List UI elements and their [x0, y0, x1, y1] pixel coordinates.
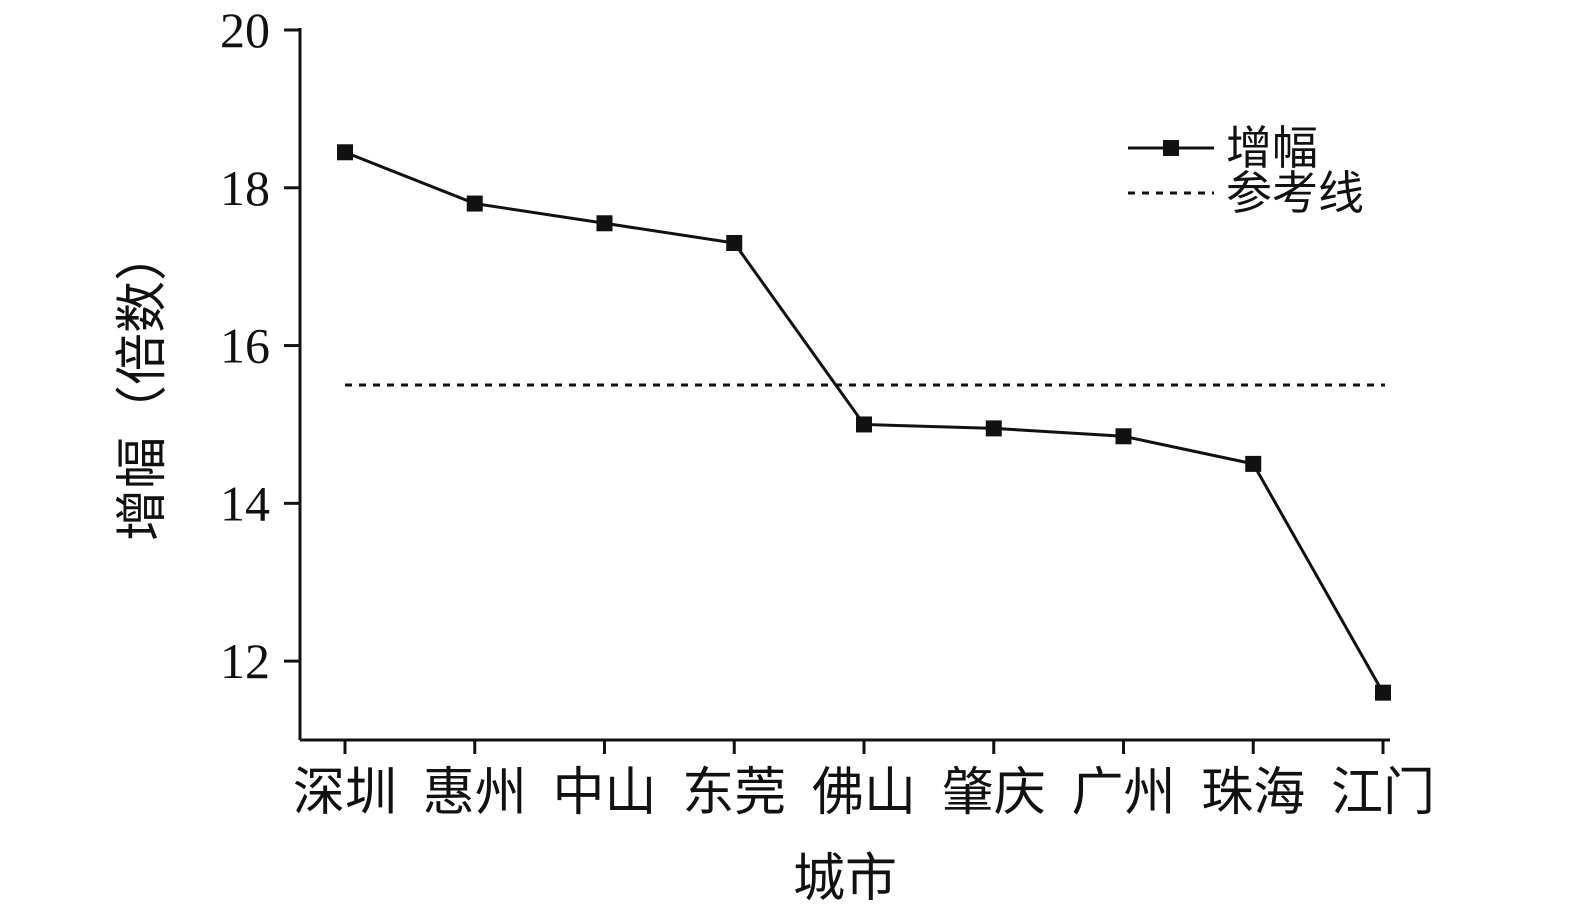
x-tick-label: 中山: [552, 765, 656, 822]
series-line: [337, 144, 1391, 701]
x-tick-label: 深圳: [293, 765, 397, 822]
y-tick-label: 16: [220, 318, 270, 374]
data-point-marker: [337, 144, 353, 161]
x-tick-label: 惠州: [423, 765, 527, 822]
x-axis-title: 城市: [793, 851, 897, 908]
data-point-marker: [596, 215, 613, 232]
x-tick-label: 东莞: [682, 765, 786, 822]
x-tick-label: 珠海: [1201, 765, 1305, 822]
data-point-marker: [1245, 455, 1262, 472]
legend-series-swatch-marker: [1163, 140, 1179, 156]
x-tick-label: 肇庆: [942, 765, 1046, 822]
y-axis-title: 增幅（倍数）: [115, 229, 172, 541]
y-tick-label: 12: [220, 633, 270, 689]
x-tick-label: 广州: [1071, 765, 1175, 822]
legend-label-reference: 参考线: [1226, 168, 1364, 219]
data-point-marker: [1115, 428, 1132, 445]
legend-label-series: 增幅: [1226, 123, 1318, 174]
y-tick-label: 14: [220, 475, 270, 531]
x-tick-label: 佛山: [812, 765, 916, 822]
data-point-marker: [726, 235, 743, 251]
y-tick-label: 20: [220, 2, 270, 58]
data-point-marker: [856, 416, 872, 433]
y-tick-label: 18: [220, 160, 270, 216]
axes: 20 18 16 14 12 深圳 惠州 中山 东莞 佛山 肇庆 广州 珠海 江门: [220, 2, 1435, 822]
data-point-marker: [985, 420, 1002, 437]
data-point-marker: [1375, 684, 1391, 701]
x-tick-label: 江门: [1331, 765, 1435, 822]
data-point-marker: [466, 195, 483, 212]
